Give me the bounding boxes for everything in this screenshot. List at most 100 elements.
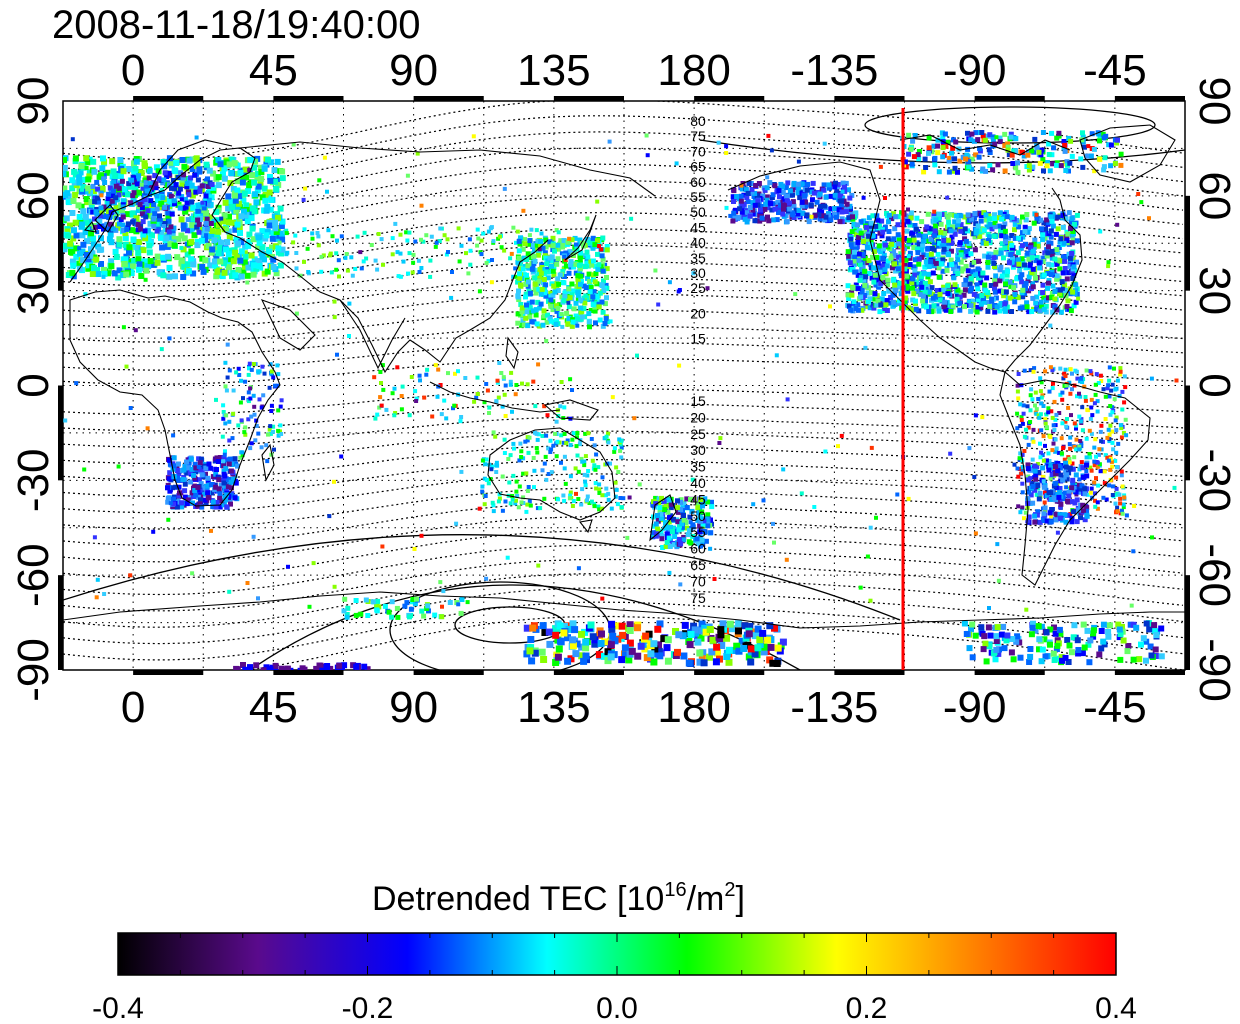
tec-point	[1046, 410, 1051, 415]
tec-point	[681, 513, 686, 518]
tec-point	[569, 323, 575, 329]
tec-point	[1036, 413, 1041, 418]
tec-point	[459, 243, 464, 248]
tec-point	[1080, 405, 1085, 410]
tec-point	[158, 230, 165, 236]
tec-point	[195, 208, 201, 214]
tec-point	[1033, 403, 1037, 408]
tec-point	[1034, 294, 1040, 300]
tec-point	[697, 523, 703, 528]
tec-point	[561, 242, 567, 248]
tec-point	[817, 191, 823, 197]
tec-point	[248, 396, 253, 401]
tec-point	[1068, 308, 1074, 314]
tec-point	[1060, 213, 1066, 218]
tec-point	[268, 362, 273, 367]
tec-point	[878, 280, 884, 286]
tec-point	[1060, 390, 1065, 395]
tec-point	[262, 371, 267, 376]
tec-point	[1084, 513, 1090, 519]
tec-point	[567, 249, 573, 255]
tec-point	[650, 501, 656, 507]
tec-point	[658, 515, 664, 521]
tec-point	[229, 219, 236, 226]
tec-point	[1114, 450, 1119, 455]
tec-point	[937, 297, 943, 303]
tec-point	[181, 205, 187, 211]
tec-point	[543, 237, 549, 243]
tec-point	[1061, 446, 1066, 450]
tec-point	[587, 289, 593, 295]
tec-point	[896, 301, 902, 307]
tec-point	[978, 301, 984, 307]
tec-point	[974, 227, 980, 233]
tec-point	[553, 258, 559, 264]
tec-point	[1049, 130, 1055, 136]
tec-point	[1025, 250, 1031, 256]
tec-point	[1088, 153, 1094, 159]
tec-point	[245, 264, 252, 271]
tec-point	[194, 242, 201, 249]
tec-point	[160, 159, 167, 165]
tec-point	[191, 472, 196, 478]
tec-point	[882, 224, 888, 230]
tec-point	[750, 200, 756, 206]
tec-point	[234, 187, 241, 194]
tec-point	[1037, 308, 1043, 314]
tec-point	[226, 264, 232, 271]
tec-point	[1036, 496, 1042, 502]
tec-point	[277, 262, 284, 269]
tec-point	[575, 292, 581, 298]
tec-point	[230, 476, 236, 482]
tec-point	[215, 228, 222, 235]
tec-point	[895, 266, 901, 272]
tec-point	[1002, 131, 1008, 137]
tec-point	[117, 157, 124, 163]
tec-point	[823, 214, 829, 220]
tec-point	[93, 209, 99, 215]
tec-point	[880, 229, 886, 235]
tec-point	[156, 176, 162, 182]
tec-point	[657, 505, 663, 511]
tec-point	[243, 174, 250, 181]
tec-point	[950, 304, 956, 310]
tec-point	[121, 186, 128, 193]
tec-point	[1050, 309, 1056, 315]
tec-point	[166, 229, 172, 235]
tec-point	[826, 182, 832, 188]
tec-point	[678, 541, 684, 547]
mlat-contour	[63, 473, 1184, 514]
tec-point	[974, 282, 980, 288]
tec-point	[1030, 484, 1036, 489]
tec-point	[675, 509, 681, 515]
tec-point	[235, 463, 240, 469]
tec-point	[116, 185, 122, 191]
tec-point	[893, 287, 899, 293]
tec-point	[236, 225, 243, 232]
tec-point	[1066, 168, 1071, 174]
tec-point	[151, 202, 157, 208]
tec-point	[1005, 147, 1011, 153]
tec-point	[895, 222, 901, 228]
tec-point	[247, 361, 252, 366]
tec-point	[1063, 374, 1068, 378]
tec-point	[612, 446, 617, 451]
tec-point	[875, 217, 881, 223]
tec-point	[166, 273, 173, 280]
tec-point	[495, 463, 500, 468]
tec-point	[1013, 165, 1019, 171]
tec-point	[999, 273, 1005, 279]
tec-point	[184, 501, 190, 507]
tec-point	[1084, 436, 1089, 441]
tec-point	[791, 215, 797, 220]
tec-point	[194, 224, 200, 230]
tec-point	[179, 194, 185, 200]
tec-point	[568, 265, 573, 270]
tec-point	[934, 288, 940, 293]
tec-point	[130, 236, 137, 243]
tec-point	[1113, 387, 1118, 392]
tec-point	[837, 193, 843, 199]
tec-point	[543, 293, 549, 299]
tec-point	[852, 241, 857, 247]
tec-point	[893, 214, 899, 220]
